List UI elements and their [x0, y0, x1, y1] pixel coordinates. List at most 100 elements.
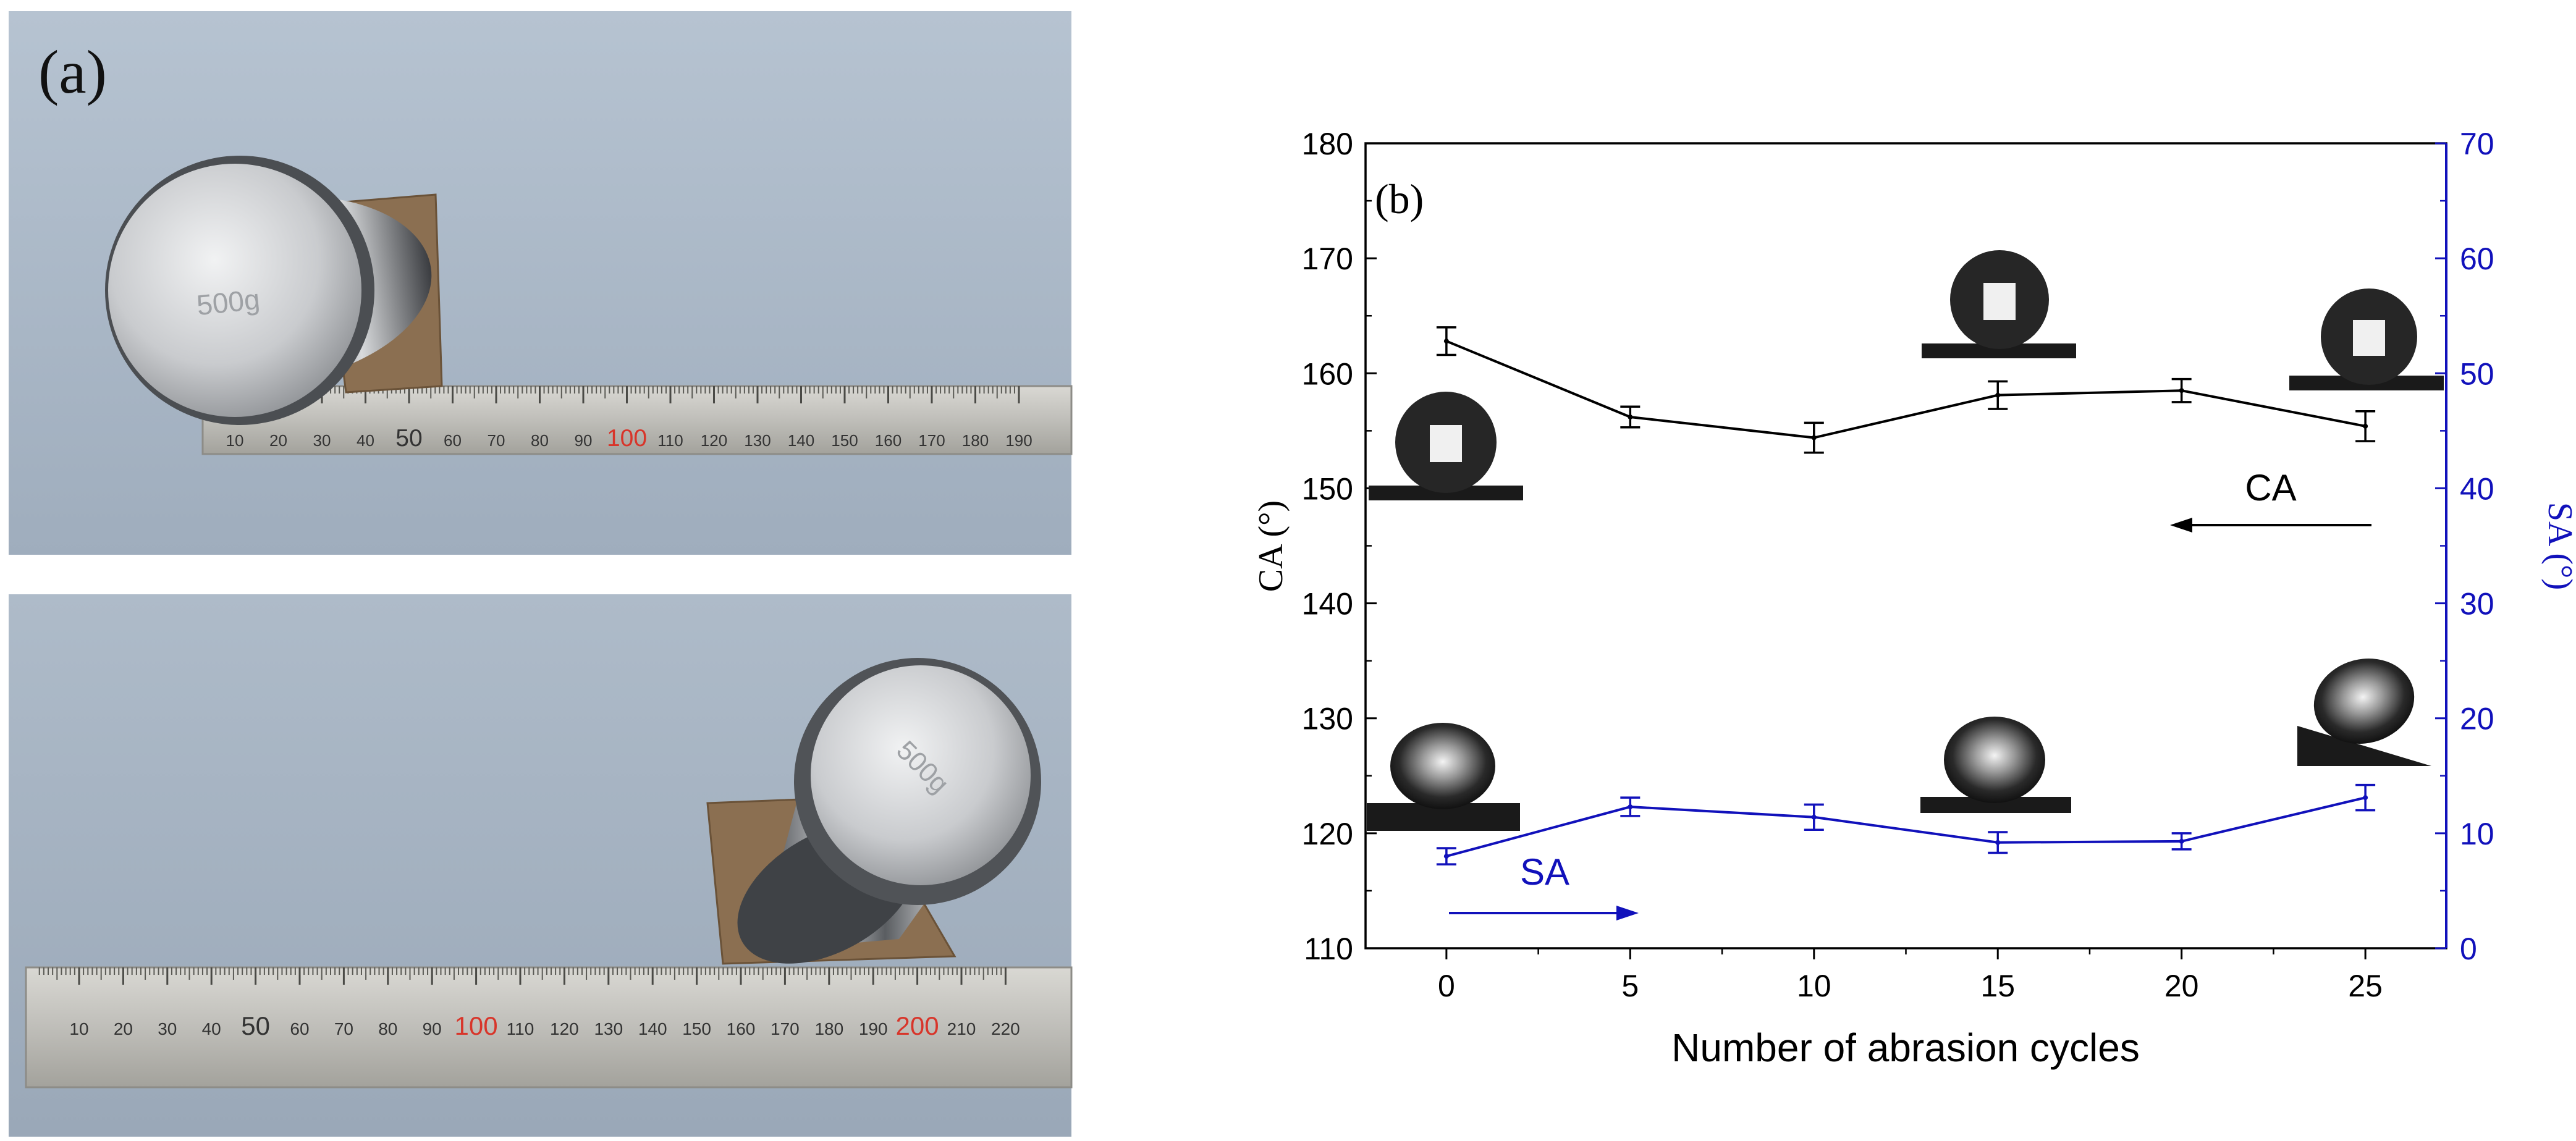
droplet-inset-ca-25 [2289, 288, 2444, 390]
ruler-tick-label: 110 [507, 1019, 534, 1038]
droplet-inset-ca-0 [1369, 392, 1523, 500]
ruler-tick-label: 90 [423, 1019, 442, 1038]
ruler-tick-label: 50 [395, 425, 422, 452]
x-tick-label: 25 [2348, 969, 2383, 1003]
ruler-tick-label: 50 [241, 1011, 270, 1040]
ruler-tick-label: 120 [701, 431, 727, 450]
y-left-tick-label: 120 [1302, 817, 1353, 851]
ruler-tick-label: 30 [158, 1019, 177, 1038]
ruler-tick-label: 190 [1005, 431, 1032, 450]
data-point-ca [2363, 423, 2368, 429]
x-tick-label: 15 [1980, 969, 2015, 1003]
y-right-tick-label: 20 [2460, 702, 2494, 736]
ruler-tick-label: 120 [550, 1019, 579, 1038]
data-point-ca [1811, 435, 1817, 440]
data-point-sa [1628, 804, 1633, 810]
data-point-ca [1995, 392, 2001, 398]
data-point-sa [2363, 795, 2368, 801]
y-left-tick-label: 160 [1302, 356, 1353, 391]
y-right-tick-label: 30 [2460, 587, 2494, 621]
data-point-sa [1443, 854, 1449, 859]
ruler-bottom [25, 966, 1073, 1088]
ruler-tick-label: 140 [788, 431, 814, 450]
droplet-inset-sa-15 [1920, 717, 2071, 813]
y-left-tick-label: 110 [1304, 932, 1353, 966]
panel-a: 10 20 30 40 50 60 70 80 90 100 110 120 130 140 150 160 1… [9, 11, 1073, 1137]
y-left-tick-label: 140 [1302, 587, 1353, 621]
ruler-tick-label: 60 [444, 431, 462, 450]
ruler-tick-label: 130 [594, 1019, 623, 1038]
y-left-tick-label: 150 [1302, 471, 1353, 506]
ruler-tick-label: 200 [896, 1011, 939, 1040]
panel-b-label: (b) [1375, 175, 1424, 222]
panel-a-label: (a) [38, 38, 107, 106]
ruler-tick-label: 10 [69, 1019, 88, 1038]
droplet-inset-sa-0 [1367, 723, 1520, 831]
weight-bottom: 500g [737, 658, 1041, 964]
ruler-tick-label: 110 [657, 431, 683, 450]
ruler-tick-label: 150 [682, 1019, 711, 1038]
ruler-tick-label: 150 [831, 431, 858, 450]
series-layer [1436, 326, 2376, 865]
ruler-tick-label: 40 [357, 431, 374, 450]
droplet-inset-sa-25 [2297, 658, 2431, 766]
data-point-sa [1811, 814, 1817, 820]
data-point-ca [1443, 339, 1449, 344]
ruler-tick-label: 60 [290, 1019, 309, 1038]
plot-frame [1364, 142, 2447, 949]
x-tick-label: 5 [1621, 969, 1639, 1003]
x-tick-label: 0 [1438, 969, 1455, 1003]
ruler-bottom-ticks: 10 20 30 40 50 60 70 80 90 100 110 120 130 140 150 160 1… [38, 967, 1020, 1040]
right-axis-ticks: 0 10 20 30 40 50 60 70 [2435, 127, 2494, 966]
data-point-sa [1995, 840, 2001, 845]
y-right-tick-label: 50 [2460, 356, 2494, 391]
data-point-ca [1628, 415, 1633, 420]
x-axis-ticks: 0 5 10 15 20 25 [1438, 948, 2383, 1003]
ruler-tick-label: 220 [991, 1019, 1020, 1038]
y-left-tick-label: 170 [1302, 242, 1353, 276]
series-legend: CA SA [1449, 467, 2371, 920]
ruler-tick-label: 100 [455, 1011, 498, 1040]
ruler-tick-label: 100 [607, 425, 647, 452]
x-axis-label: Number of abrasion cycles [1671, 1025, 2140, 1070]
y-right-tick-label: 70 [2460, 127, 2494, 161]
data-point-sa [2179, 838, 2184, 844]
photo-top: 10 20 30 40 50 60 70 80 90 100 110 120 130 140 150 160 1… [9, 11, 1073, 555]
ruler-tick-label: 130 [744, 431, 771, 450]
ruler-tick-label: 80 [531, 431, 549, 450]
left-axis-ticks: 110 120 130 140 150 160 170 180 [1302, 127, 1377, 966]
y-right-tick-label: 40 [2460, 471, 2494, 506]
data-point-ca [2179, 388, 2184, 394]
series-label-sa: SA [1520, 851, 1569, 893]
y-axis-label-left: CA (°) [1252, 500, 1290, 592]
ruler-tick-label: 210 [947, 1019, 976, 1038]
x-tick-label: 20 [2164, 969, 2199, 1003]
ruler-tick-label: 160 [875, 431, 902, 450]
ruler-tick-label: 80 [378, 1019, 397, 1038]
weight-top: 500g [105, 156, 432, 425]
ruler-top [201, 385, 1073, 455]
ruler-top-ticks: 10 20 30 40 50 60 70 80 90 100 110 120 130 140 150 160 1… [195, 386, 1033, 452]
y-left-tick-label: 180 [1302, 127, 1353, 161]
series-line-ca [1446, 340, 2366, 439]
ruler-tick-label: 160 [727, 1019, 756, 1038]
ruler-tick-label: 140 [638, 1019, 667, 1038]
ruler-tick-label: 20 [269, 431, 287, 450]
ruler-tick-label: 190 [859, 1019, 888, 1038]
y-axis-label-right: SA (°) [2541, 502, 2576, 590]
ruler-tick-label: 30 [313, 431, 331, 450]
droplet-inset-ca-15 [1922, 250, 2076, 358]
panel-b-chart: 110 120 130 140 150 160 170 180 0 10 20 30 40 50 60 70… [1252, 127, 2576, 1070]
photo-bottom: 10 20 30 40 50 60 70 80 90 100 110 120 130 140 150 160 1… [9, 594, 1073, 1137]
ruler-tick-label: 90 [575, 431, 593, 450]
y-right-tick-label: 10 [2460, 817, 2494, 851]
ruler-tick-label: 70 [334, 1019, 353, 1038]
ruler-tick-label: 10 [226, 431, 244, 450]
ruler-tick-label: 180 [962, 431, 989, 450]
y-right-tick-label: 60 [2460, 242, 2494, 276]
ruler-tick-label: 20 [114, 1019, 133, 1038]
y-left-tick-label: 130 [1302, 702, 1353, 736]
ruler-tick-label: 170 [771, 1019, 800, 1038]
ruler-tick-label: 180 [814, 1019, 843, 1038]
